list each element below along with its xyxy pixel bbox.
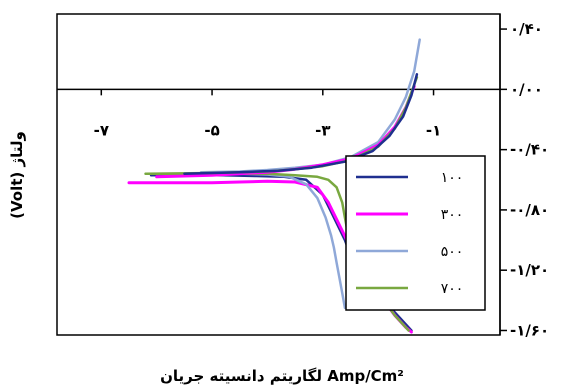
y-axis-label: ولتاژ (Volt) [8, 131, 26, 219]
y-tick-label: -۱/۲۰ [510, 261, 549, 279]
legend-label: ۱۰۰ [441, 170, 464, 186]
x-axis-label: Amp/Cm² لگاریتم دانسیته جریان [160, 367, 404, 385]
legend: ۱۰۰ ۳۰۰ ۵۰۰ ۷۰۰ [345, 155, 486, 311]
y-tick-label: -۱/۶۰ [510, 321, 549, 339]
y-tick-label: -۰/۴۰ [510, 141, 549, 159]
y-ticks: ۰/۴۰ ۰/۰۰ -۰/۴۰ -۰/۸۰ -۱/۲۰ -۱/۶۰ [500, 20, 549, 339]
y-tick-label: ۰/۴۰ [510, 20, 543, 38]
series-line-2 [149, 172, 347, 310]
x-ticks: -۷ -۵ -۳ -۱ [94, 89, 441, 139]
legend-label: ۷۰۰ [441, 281, 464, 297]
x-tick-label: -۵ [204, 121, 219, 139]
series-line-4 [199, 38, 421, 174]
x-tick-label: -۱ [426, 121, 441, 139]
y-tick-label: -۰/۸۰ [510, 201, 549, 219]
y-tick-label: ۰/۰۰ [510, 80, 543, 98]
x-tick-label: -۳ [315, 121, 330, 139]
legend-label: ۵۰۰ [441, 244, 464, 260]
x-tick-label: -۷ [94, 121, 109, 139]
legend-label: ۳۰۰ [441, 207, 464, 223]
legend-box [345, 155, 486, 311]
